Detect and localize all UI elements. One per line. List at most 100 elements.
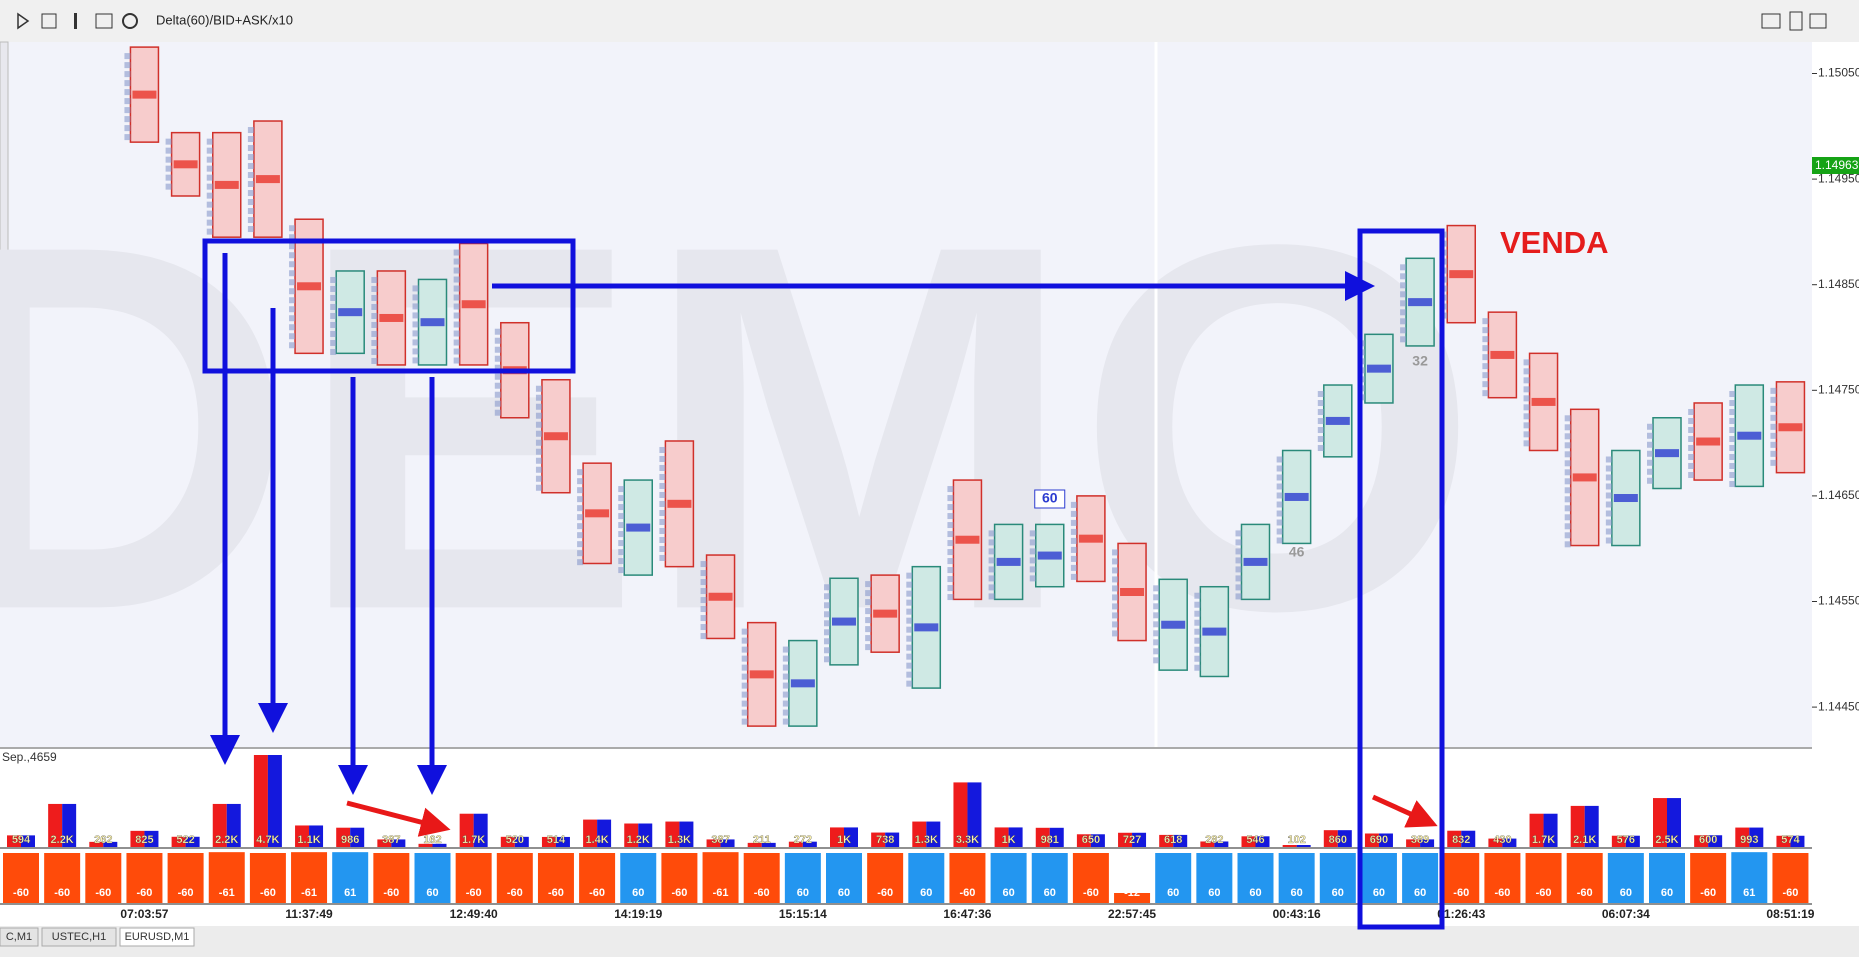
- volume-bar-bid: [1653, 798, 1667, 847]
- volume-bar-ask: [267, 755, 282, 847]
- cell-bar: [782, 673, 789, 680]
- cell-bar: [289, 243, 296, 250]
- time-axis: [0, 904, 1859, 926]
- cell-bar: [247, 208, 254, 215]
- cell-bar: [741, 637, 748, 644]
- delta-bar: [208, 852, 245, 903]
- cell-bar: [247, 127, 254, 134]
- cell-bar: [412, 303, 419, 310]
- volume-bar-bid: [583, 819, 598, 847]
- delta-bar: [1607, 853, 1644, 903]
- cell-bar: [1194, 637, 1201, 644]
- price-label: 1.14950: [1818, 171, 1859, 185]
- cell-bar: [206, 228, 213, 235]
- cell-bar: [494, 337, 501, 344]
- cell-bar: [906, 572, 913, 579]
- tab[interactable]: [41, 927, 117, 947]
- volume-bar-bid: [830, 827, 844, 847]
- cell-bar: [1564, 433, 1571, 440]
- volume-bar-ask: [1420, 839, 1435, 847]
- cell-bar: [782, 691, 789, 698]
- time-label: 07:03:57: [120, 907, 168, 921]
- cell-bar: [618, 567, 625, 574]
- delta-bar: [373, 853, 410, 903]
- volume-label: 1.7K: [1532, 834, 1555, 846]
- cell-bar: [124, 107, 131, 114]
- cell-bar: [1688, 453, 1695, 460]
- cell-bar: [247, 181, 254, 188]
- volume-bar-ask: [309, 825, 324, 847]
- delta-bar: [455, 853, 492, 903]
- cell-bar: [535, 421, 542, 428]
- volume-bar-ask: [185, 836, 200, 847]
- cell-bar: [824, 593, 830, 600]
- toolbar-icons[interactable]: [17, 11, 1827, 31]
- cell-bar: [947, 567, 954, 574]
- cell-bar: [1523, 431, 1530, 438]
- volume-bar-ask: [1625, 835, 1640, 847]
- current-price-box: [1812, 157, 1859, 174]
- cell-bar: [535, 448, 542, 455]
- cell-bar: [371, 348, 378, 355]
- delta-bar: [1072, 853, 1109, 903]
- volume-label: 2.2K: [51, 834, 74, 846]
- cell-bar: [1317, 418, 1324, 425]
- cell-bar: [782, 709, 789, 716]
- volume-label: 2.1K: [1573, 834, 1596, 846]
- poc-cell: [1696, 437, 1721, 446]
- cell-bar: [659, 473, 666, 480]
- volume-bar-bid: [541, 836, 556, 847]
- poc-cell: [1572, 473, 1597, 482]
- cell-bar: [412, 348, 419, 355]
- cell-bar: [1276, 537, 1283, 544]
- delta-bar: [579, 853, 616, 903]
- time-label: 15:15:14: [779, 907, 827, 921]
- tab[interactable]: [0, 927, 39, 947]
- cell-bar: [1523, 368, 1530, 375]
- volume-bar-ask: [391, 839, 406, 847]
- delta-bar: [1031, 853, 1068, 903]
- volume-label: 986: [341, 834, 359, 846]
- cell-bar: [247, 145, 254, 152]
- cell-bar: [1482, 381, 1489, 388]
- cell-bar: [988, 530, 995, 537]
- tab[interactable]: [119, 927, 195, 947]
- delta-bar: [743, 853, 780, 903]
- cell-bar: [577, 505, 584, 512]
- poc-cell: [708, 592, 733, 601]
- cell-bar: [206, 174, 213, 181]
- cell-bar: [1564, 523, 1571, 530]
- cell-bar: [618, 540, 625, 547]
- cell-bar: [1112, 549, 1119, 556]
- delta-label: -60: [1700, 887, 1716, 899]
- delta-label: 60: [1620, 887, 1632, 899]
- volume-bar-ask: [1790, 835, 1805, 847]
- volume-bar-ask: [1461, 830, 1476, 847]
- cell-bar: [453, 312, 460, 319]
- delta-label: -60: [1494, 887, 1510, 899]
- volume-bar-ask: [638, 823, 653, 847]
- cell-bar: [1276, 510, 1283, 517]
- volume-bar-ask: [679, 821, 694, 847]
- cell-bar: [453, 267, 460, 274]
- cell-bar: [289, 315, 296, 322]
- poc-cell: [749, 670, 774, 679]
- volume-label: 825: [135, 834, 153, 846]
- cell-bar: [206, 138, 213, 145]
- cell-bar: [289, 342, 296, 349]
- cell-bar: [1070, 537, 1077, 544]
- cell-bar: [371, 303, 378, 310]
- cell-bar: [1112, 630, 1119, 637]
- volume-label: 2.2K: [215, 834, 238, 846]
- volume-bar-bid: [1406, 839, 1421, 847]
- cell-bar: [947, 495, 954, 502]
- delta-label: -60: [877, 887, 893, 899]
- cell-bar: [412, 339, 419, 346]
- delta-label: 60: [1002, 887, 1014, 899]
- price-axis: [1812, 42, 1859, 904]
- volume-bar-bid: [871, 832, 886, 847]
- cell-bar: [1564, 541, 1571, 548]
- cell-bar: [988, 557, 995, 564]
- cell-bar: [124, 62, 131, 69]
- cell-bar: [289, 324, 296, 331]
